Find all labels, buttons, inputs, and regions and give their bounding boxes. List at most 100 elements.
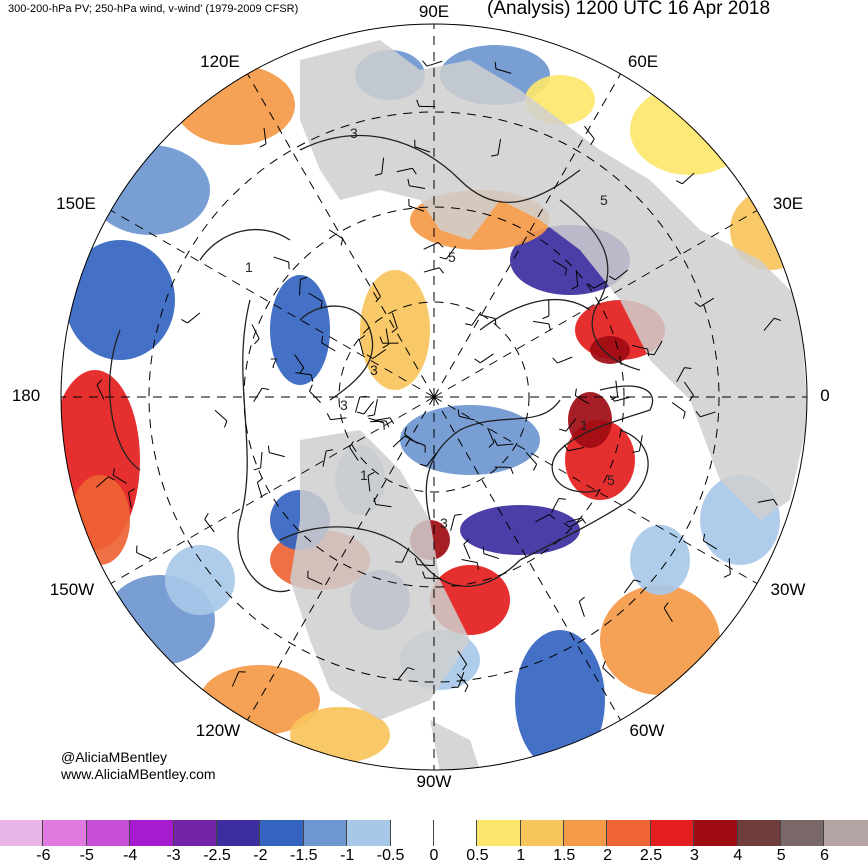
wind-barb-shaft — [578, 601, 585, 617]
chart-title: (Analysis) 1200 UTC 16 Apr 2018 — [487, 0, 771, 19]
wind-barb-shaft — [566, 517, 582, 523]
wind-barb-flag — [590, 138, 595, 146]
wind-barb-flag — [684, 367, 692, 369]
wind-barb-shaft — [308, 292, 323, 302]
wind-barb-shaft — [565, 418, 577, 432]
wind-barb-shaft — [273, 256, 289, 263]
lon-label-150w: 150W — [49, 580, 95, 599]
meridian-line — [433, 396, 621, 721]
contour-label: 5 — [600, 192, 608, 208]
wind-barb-shaft — [568, 446, 584, 452]
pv-contour-line — [519, 429, 649, 561]
wind-barb-flag — [632, 450, 640, 453]
contour-label: 3 — [370, 362, 378, 378]
colorbar-swatch — [694, 820, 738, 846]
meridian-line — [110, 396, 435, 584]
pv-shade-cell — [630, 85, 750, 175]
wind-barb-shaft — [663, 607, 673, 622]
wind-barb-flag — [320, 301, 323, 309]
colorbar-tick-label: 2.5 — [639, 847, 663, 864]
colorbar-tick-label: 3 — [689, 847, 699, 864]
contour-label: 3 — [440, 515, 448, 531]
wind-barb-flag — [774, 317, 781, 321]
pv-contour-line — [279, 526, 521, 587]
lon-label-60e: 60E — [627, 52, 659, 71]
pv-shade-cell — [175, 65, 295, 145]
wind-barb-shaft — [550, 498, 560, 513]
colorbar-swatch — [260, 820, 304, 846]
pv-contour-line — [299, 305, 374, 401]
colorbar-swatch — [781, 820, 825, 846]
wind-barb-flag — [204, 513, 209, 520]
wind-barb-shaft — [457, 650, 468, 665]
wind-barb-flag — [689, 394, 694, 402]
meridian-line — [110, 210, 435, 398]
colorbar-tick-label: -1 — [340, 847, 355, 864]
wind-barb-shaft — [294, 354, 305, 368]
meridian-line — [247, 396, 435, 721]
wind-barb-shaft — [367, 475, 371, 492]
wind-barb-flag — [407, 667, 415, 671]
lon-label-30w: 30W — [770, 580, 806, 599]
wind-barb-shaft — [363, 401, 375, 415]
colorbar-tick-label: -2.5 — [203, 847, 231, 864]
wind-barb-shaft — [483, 553, 500, 560]
wind-barb-flag — [253, 467, 261, 471]
land-areas — [290, 40, 807, 770]
wind-barb-flag — [464, 685, 469, 693]
wind-barb-flag — [310, 374, 314, 382]
wind-barb-shaft — [683, 381, 694, 396]
wind-barb-shaft — [397, 667, 409, 681]
wind-barb-flag — [675, 180, 683, 185]
wind-barb-shaft — [269, 452, 285, 458]
wind-barb-shaft — [372, 349, 387, 360]
wind-barb-shaft — [461, 558, 478, 564]
wind-barb-flag — [356, 411, 364, 415]
wind-barb-shaft — [623, 579, 635, 594]
lon-label-90e: 90E — [418, 2, 450, 21]
pv-contour-line — [551, 385, 654, 493]
wind-barb-shaft — [381, 157, 385, 174]
wind-barb-shaft — [375, 504, 392, 508]
lon-label-90w: 90W — [416, 772, 452, 791]
colorbar-swatch — [824, 820, 868, 846]
wind-barb-shaft — [256, 482, 263, 498]
wind-barb-shaft — [569, 518, 584, 528]
wind-barb-shaft — [615, 380, 619, 397]
wind-barb-flag — [695, 410, 701, 418]
colorbar-tick-label: -5 — [79, 847, 94, 864]
colorbar-tick-label: -0.5 — [376, 847, 405, 864]
wind-barb-shaft — [631, 345, 648, 350]
wind-barb-shaft — [535, 513, 550, 523]
colorbar-tick-label: 0.5 — [466, 847, 489, 864]
wind-barb-flag — [366, 354, 374, 360]
colorbar-swatch — [650, 820, 695, 846]
wind-barb-flag — [259, 143, 267, 148]
pv-contour-line — [479, 298, 591, 331]
wind-barb-shaft — [322, 450, 327, 467]
contour-label: 3 — [340, 397, 348, 413]
wind-barb-shaft — [653, 340, 663, 356]
colorbar-swatch — [564, 820, 608, 846]
wind-barb-flag — [422, 60, 428, 67]
wind-barb-shaft — [321, 342, 336, 352]
pv-shading — [61, 45, 807, 770]
wind-barb-flag — [439, 256, 447, 260]
colorbar-ticks: -6 -5 -4 -3 -2.5 -2 -1.5 -1 -0.5 0 0.5 1 1.5 2 2.5 3 4 5 6 — [0, 847, 868, 865]
wind-barb-shaft — [374, 417, 391, 422]
pv-shade-cell — [90, 145, 210, 235]
colorbar-tick-label: 1 — [516, 847, 526, 864]
wind-barb-flag — [476, 562, 479, 570]
colorbar-swatch — [216, 820, 261, 846]
colorbar-swatch — [390, 820, 434, 846]
wind-barb-flag — [702, 533, 706, 541]
lon-label-0: 0 — [820, 386, 830, 405]
wind-barb-shaft — [459, 415, 475, 421]
wind-barb-flag — [375, 296, 381, 303]
chart-subtitle: 300-200-hPa PV; 250-hPa wind, v-wind' (1… — [8, 3, 299, 15]
lon-label-60w: 60W — [629, 721, 665, 740]
pv-shade-cell — [70, 475, 130, 565]
wind-barb-shaft — [445, 245, 457, 260]
wind-barb-flag — [367, 414, 375, 417]
pv-contour-line — [199, 228, 291, 261]
